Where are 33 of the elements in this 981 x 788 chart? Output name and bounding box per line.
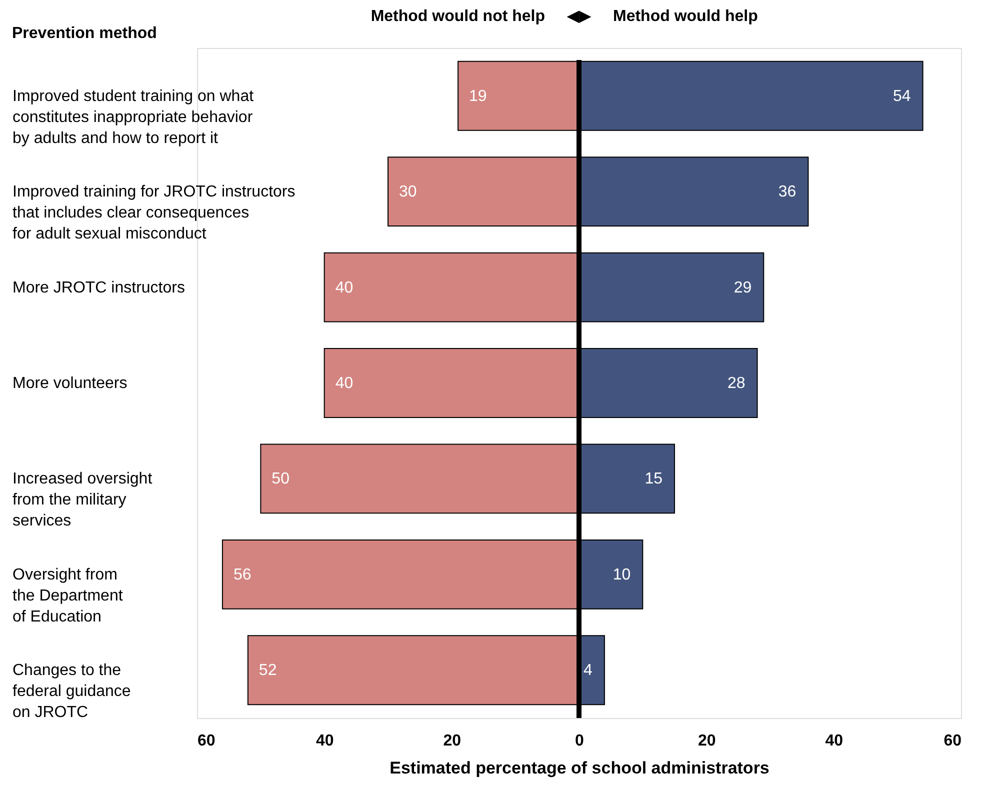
x-tick-label: 60 — [944, 732, 962, 750]
y-tick-label: Improved student training on what constitutes inappropriate behavior by adults and how to report it — [12, 88, 254, 147]
data-label: 4 — [584, 662, 593, 680]
x-tick-label: 20 — [443, 732, 462, 750]
data-label: 28 — [727, 375, 746, 392]
text: Method would not help — [370, 8, 546, 25]
data-label: 19 — [469, 88, 487, 105]
data-label: 36 — [778, 184, 796, 201]
data-label: 15 — [644, 470, 663, 488]
data-label: 29 — [734, 279, 752, 296]
y-tick-label: More JROTC instructors — [12, 279, 185, 296]
y-tick-label: Increased oversight from the military services — [12, 470, 153, 530]
y-tick-label: More volunteers — [12, 375, 128, 392]
y-tick-label: Changes to the federal guidance on JROTC — [12, 662, 131, 722]
y-axis-title: Prevention method — [12, 25, 157, 42]
text: Method would help — [613, 8, 758, 25]
y-tick-label: Improved training for JROTC instructors that includes clear consequences for adult sexual misconduct — [12, 184, 296, 243]
data-label: 30 — [399, 184, 417, 201]
data-label: 40 — [335, 279, 354, 296]
data-label: 50 — [272, 470, 290, 488]
data-label: 54 — [893, 88, 911, 105]
text: ◀▶ — [566, 6, 592, 25]
x-tick-label: 20 — [698, 732, 716, 750]
x-tick-label: 40 — [825, 732, 844, 750]
data-label: 40 — [335, 375, 354, 392]
x-tick-label: 0 — [575, 732, 584, 750]
data-label: 52 — [258, 662, 277, 680]
y-tick-label: Oversight from the Department of Education — [12, 566, 124, 626]
x-tick-label: 60 — [198, 732, 216, 750]
x-tick-label: 40 — [316, 732, 334, 750]
x-axis-title: Estimated percentage of school administrators — [390, 758, 770, 778]
data-label: 56 — [233, 566, 252, 584]
data-label: 10 — [612, 566, 631, 584]
